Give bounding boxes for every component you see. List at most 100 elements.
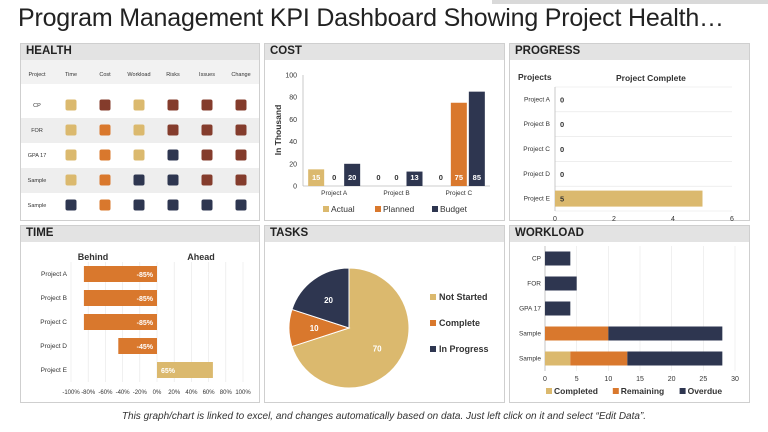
health-status-cell xyxy=(133,99,145,111)
health-panel[interactable]: HEALTH Project Time Cost Workload Risks Issue… xyxy=(20,43,260,221)
cost-bar-value: 20 xyxy=(348,173,356,182)
cost-legend-label: Planned xyxy=(383,204,414,214)
top-accent-bar xyxy=(492,0,768,4)
time-x-tick: 100% xyxy=(235,390,251,396)
time-x-tick: -100% xyxy=(62,390,80,396)
workload-bar-segment xyxy=(627,351,723,366)
time-chart: Behind Ahead -100% -80% -60% -40% -20% 0% 20% 40%… xyxy=(40,252,251,396)
progress-y-tick: Project C xyxy=(523,146,550,153)
health-row-label: Sample xyxy=(28,178,47,184)
health-col-header: Change xyxy=(231,72,250,78)
tasks-legend-label: Complete xyxy=(439,318,480,328)
workload-legend-label: Overdue xyxy=(688,386,723,396)
time-y-tick: Project A xyxy=(41,271,68,278)
cost-legend-swatch xyxy=(323,206,329,212)
tasks-legend-label: Not Started xyxy=(439,292,488,302)
time-bar-value: -45% xyxy=(137,344,154,351)
time-bar xyxy=(83,266,157,282)
health-status-cell xyxy=(133,149,145,161)
time-y-tick: Project B xyxy=(41,295,67,302)
cost-x-tick: Project A xyxy=(321,190,348,197)
progress-bar-value: 0 xyxy=(560,120,564,129)
progress-bar xyxy=(555,190,703,207)
workload-y-tick: CP xyxy=(532,256,541,263)
time-y-tick: Project E xyxy=(41,367,68,374)
tasks-panel[interactable]: TASKS 70 10 20 Not Started Complete In Progre… xyxy=(264,225,505,403)
workload-legend-label: Remaining xyxy=(621,386,664,396)
health-status-cell xyxy=(235,124,247,136)
health-status-cell xyxy=(65,149,77,161)
workload-x-tick: 5 xyxy=(575,376,579,383)
cost-legend-label: Budget xyxy=(440,204,468,214)
cost-x-tick: Project C xyxy=(445,190,472,197)
cost-bar xyxy=(344,163,361,186)
workload-y-tick: GPA 17 xyxy=(519,306,541,313)
health-status-cell xyxy=(99,99,111,111)
progress-header-complete: Project Complete xyxy=(616,73,686,83)
health-col-header: Risks xyxy=(166,72,180,78)
progress-x-tick: 2 xyxy=(612,216,616,223)
workload-panel-title: WORKLOAD xyxy=(510,226,749,242)
health-status-cell xyxy=(167,124,179,136)
health-col-header: Cost xyxy=(99,72,111,78)
time-x-tick: -60% xyxy=(98,390,113,396)
time-label-ahead: Ahead xyxy=(187,252,215,262)
workload-legend-swatch xyxy=(679,388,686,394)
health-status-cell xyxy=(65,99,77,111)
health-status-cell xyxy=(235,199,247,211)
workload-bar-segment xyxy=(545,326,609,341)
cost-bar-value: 0 xyxy=(439,173,443,182)
health-status-cell xyxy=(133,199,145,211)
cost-bar-value: 0 xyxy=(332,173,336,182)
time-bar xyxy=(118,338,157,354)
tasks-panel-title: TASKS xyxy=(265,226,504,242)
tasks-legend-label: In Progress xyxy=(439,344,489,354)
workload-panel[interactable]: WORKLOAD 0 5 10 15 20 25 30 CP FOR GPA 17 Sample Sa… xyxy=(509,225,750,403)
health-status-cell xyxy=(167,99,179,111)
health-status-cell xyxy=(65,199,77,211)
time-x-tick: 40% xyxy=(185,390,198,396)
workload-bar-segment xyxy=(545,301,571,316)
cost-y-tick: 0 xyxy=(293,184,297,191)
workload-bar-segment xyxy=(545,251,571,266)
workload-x-tick: 30 xyxy=(731,376,739,383)
progress-bar-value: 0 xyxy=(560,170,564,179)
health-status-cell xyxy=(65,124,77,136)
health-row-label: FOR xyxy=(31,128,43,134)
time-y-tick: Project D xyxy=(40,343,67,350)
time-panel[interactable]: TIME Behind Ahead -100% -80% -60% -40% -20% 0% 2… xyxy=(20,225,260,403)
tasks-slice-label: 10 xyxy=(310,324,319,333)
cost-panel[interactable]: COST 0 20 40 60 80 100 In Thousand 15 0 20 Project… xyxy=(264,43,505,221)
workload-y-tick: Sample xyxy=(519,356,541,363)
workload-x-tick: 25 xyxy=(699,376,707,383)
progress-panel[interactable]: PROGRESS Projects Project Complete 0 2 4 6 Pro… xyxy=(509,43,750,223)
time-bar xyxy=(157,362,213,378)
tasks-slice-label: 20 xyxy=(324,296,333,305)
cost-bar-value: 0 xyxy=(394,173,398,182)
health-panel-title: HEALTH xyxy=(21,44,259,60)
time-label-behind: Behind xyxy=(78,252,109,262)
workload-bar-segment xyxy=(570,351,628,366)
time-x-tick: 80% xyxy=(220,390,233,396)
health-header-row xyxy=(21,60,259,84)
health-status-cell xyxy=(201,124,213,136)
health-table: Project Time Cost Workload Risks Issues Change… xyxy=(21,60,259,211)
workload-bar-segment xyxy=(545,351,571,366)
time-bar-value: -85% xyxy=(137,272,154,279)
cost-y-label: In Thousand xyxy=(273,105,283,156)
cost-y-tick: 20 xyxy=(289,161,297,168)
health-status-cell xyxy=(167,174,179,186)
progress-x-tick: 4 xyxy=(671,216,675,223)
workload-x-tick: 20 xyxy=(668,376,676,383)
health-status-cell xyxy=(133,174,145,186)
time-y-tick: Project C xyxy=(40,319,67,326)
progress-panel-title: PROGRESS xyxy=(510,44,749,60)
cost-bar-value: 0 xyxy=(376,173,380,182)
health-status-cell xyxy=(167,149,179,161)
health-col-header: Time xyxy=(65,72,77,78)
workload-legend-swatch xyxy=(546,388,552,394)
health-status-cell xyxy=(99,199,111,211)
progress-bar-value: 0 xyxy=(560,145,564,154)
footer-note: This graph/chart is linked to excel, and… xyxy=(121,411,647,422)
time-bar-value: -85% xyxy=(137,320,154,327)
